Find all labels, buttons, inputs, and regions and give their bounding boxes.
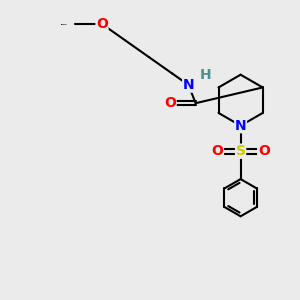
Text: O: O bbox=[258, 144, 270, 158]
Text: H: H bbox=[199, 68, 211, 82]
Text: O: O bbox=[96, 17, 108, 31]
Text: N: N bbox=[235, 119, 246, 133]
Text: O: O bbox=[212, 144, 224, 158]
Text: N: N bbox=[183, 78, 194, 92]
Text: methoxy: methoxy bbox=[61, 23, 68, 25]
Text: S: S bbox=[236, 144, 246, 158]
Text: O: O bbox=[164, 96, 176, 110]
